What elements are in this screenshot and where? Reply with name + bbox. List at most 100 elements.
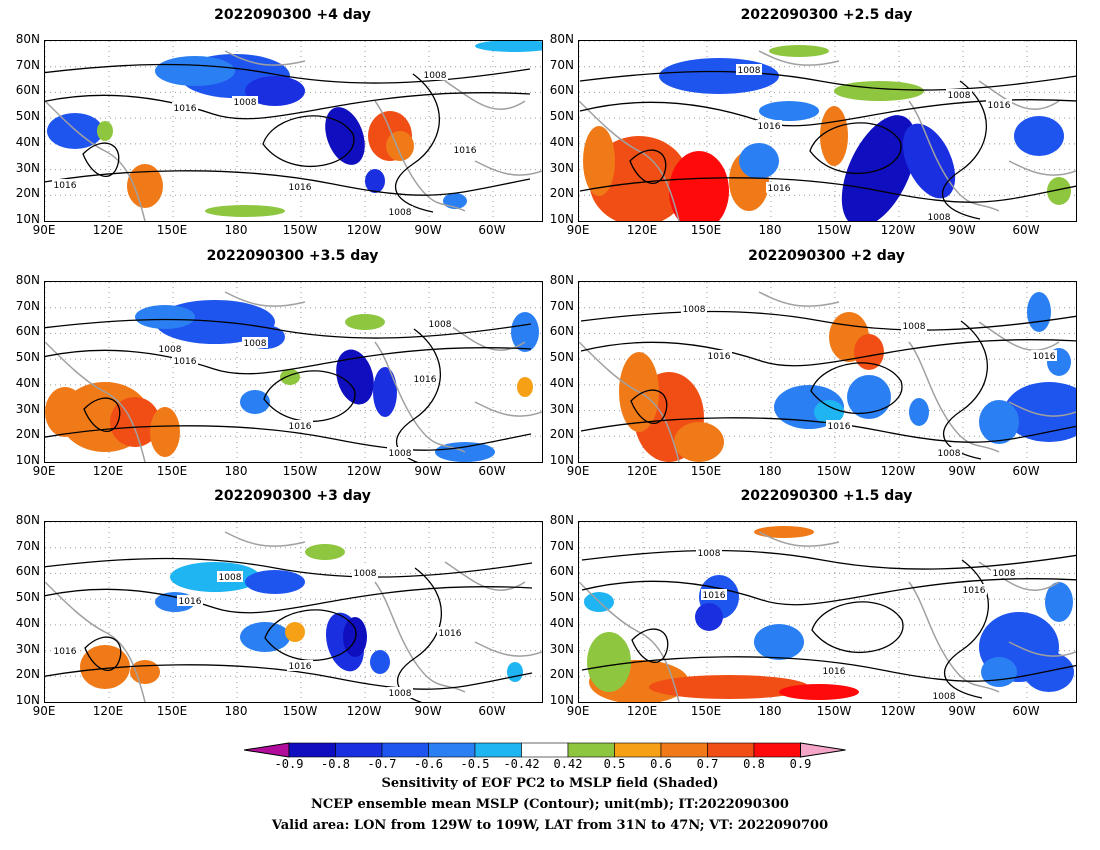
sensitivity-shading [820,106,848,166]
sensitivity-shading [110,397,160,447]
sensitivity-shading [97,121,113,141]
contour-label-bg [287,181,313,192]
lon-tick-label: 90W [414,223,442,237]
sensitivity-shading [365,169,385,193]
contour-label: 1016 [988,101,1011,111]
lon-tick-label: 120E [626,223,658,237]
lon-tick-label: 90W [414,464,442,478]
lat-tick-label: 50N [15,109,40,124]
map-plot-area: 1008 1016 1008 1016 1016 1008 [578,521,1077,703]
contour-label: 1016 [708,352,731,362]
sensitivity-shading [779,684,859,700]
map-plot-area: 1008 1016 1008 1016 1016 1016 1008 [44,521,543,703]
panel-title: 2022090300 +4 day [214,7,371,23]
lat-tick-label: 50N [15,350,40,365]
colorbar-tick-label: 0.7 [696,757,719,771]
sensitivity-shading [834,81,924,101]
lat-tick-label: 20N [15,667,40,682]
lat-tick-label: 50N [15,590,40,605]
lon-tick-label: 90E [566,464,590,478]
colorbar-tick-label: -0.9 [274,757,304,771]
lat-tick-label: 30N [549,641,574,656]
mslp-contour [82,142,120,177]
lon-tick-label: 120W [880,223,916,237]
map-canvas: 1008 1008 1016 1016 1016 1008 [579,41,1076,221]
contour-label-bg [287,660,313,671]
contour-label-bg [991,567,1017,578]
lon-tick-label: 120W [346,464,382,478]
colorbar-swatch [707,742,755,758]
lon-tick-label: 90E [32,464,56,478]
contour-label: 1008 [219,573,242,583]
sensitivity-shading [854,334,884,370]
sensitivity-shading [981,657,1017,687]
lat-tick-label: 30N [549,401,574,416]
lat-tick-label: 70N [549,538,574,553]
sensitivity-shading [649,675,809,699]
map-canvas: 1008 1016 1008 1016 1016 1008 [579,282,1076,462]
mslp-contour [630,389,668,424]
mslp-contour [810,362,903,415]
lat-tick-label: 10N [15,212,40,226]
lon-tick-label: 60W [1012,464,1040,478]
colorbar-swatch [288,742,336,758]
contour-label-bg [946,89,972,100]
contour-label-bg [157,343,183,354]
lat-tick-label: 40N [549,375,574,390]
sensitivity-shading [979,400,1019,444]
panel-title: 2022090300 +3.5 day [206,248,379,264]
mslp-contour [809,122,902,175]
sensitivity-shading [659,58,779,94]
colorbar-tick-label: -0.7 [367,757,397,771]
lon-tick-label: 180 [758,704,782,718]
sensitivity-shading [814,400,844,424]
sensitivity-shading [205,205,285,217]
lon-tick-label: 150E [690,464,722,478]
lon-tick-label: 90E [32,223,56,237]
lon-tick-label: 60W [478,464,506,478]
sensitivity-shading [507,662,523,682]
lon-tick-label: 120E [92,223,124,237]
sensitivity-shading [1045,582,1073,622]
contour-label: 1008 [424,71,447,81]
contour-label: 1008 [683,305,706,315]
lat-tick-label: 60N [549,324,574,339]
sensitivity-shading [511,312,539,352]
mslp-contour [45,425,532,451]
sensitivity-shading [245,570,305,594]
contour-label-bg [172,355,198,366]
mslp-contour [581,656,1076,682]
colorbar-swatch [335,742,383,758]
contour-label: 1016 [54,647,77,657]
lon-tick-label: 90E [566,704,590,718]
sensitivity-shading [754,624,804,660]
colorbar-left-arrow [243,742,290,758]
sensitivity-shading [1027,292,1051,332]
lat-tick-label: 80N [549,273,574,287]
sensitivity-shading [517,377,533,397]
sensitivity-shading [669,151,729,221]
lon-tick-label: 150W [816,223,852,237]
mslp-contour [45,664,533,690]
sensitivity-shading [240,390,270,414]
contour-label-bg [352,567,378,578]
sensitivity-shading [847,375,891,419]
lon-tick-label: 150E [690,704,722,718]
contour-label-bg [701,589,727,600]
contour-label-bg [387,447,413,458]
panel-title: 2022090300 +3 day [214,488,371,504]
lon-tick-label: 150E [156,704,188,718]
sensitivity-shading [336,349,374,405]
contour-label: 1008 [389,208,412,218]
lon-tick-label: 120W [346,223,382,237]
lon-tick-label: 60W [1012,704,1040,718]
contour-label: 1008 [903,322,926,332]
colorbar-tick-label: 0.9 [789,757,812,771]
contour-label: 1016 [828,422,851,432]
contour-label: 1008 [234,98,257,108]
contour-label-bg [412,373,438,384]
coastline [45,50,542,221]
contour-label: 1008 [698,549,721,559]
lat-tick-label: 10N [15,693,40,707]
panel-title: 2022090300 +2.5 day [740,7,913,23]
